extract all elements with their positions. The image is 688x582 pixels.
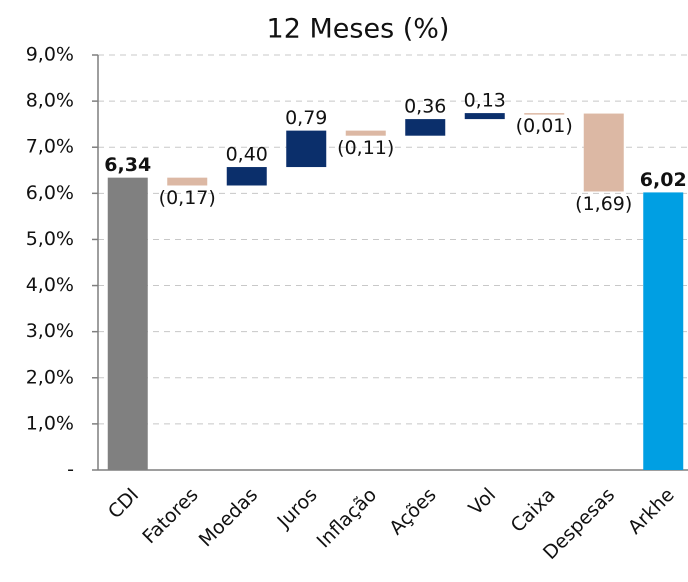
bar [107,177,148,470]
y-tick-label: 7,0% [26,136,74,158]
bar [524,113,565,115]
x-tick-label: Moedas [195,484,262,551]
chart-title: 12 Meses (%) [267,14,450,45]
x-tick-label: Fatores [138,484,202,548]
x-tick-label: Ações [385,484,440,539]
bar [286,130,327,168]
y-tick-label: 4,0% [26,274,74,296]
data-label: 0,13 [464,90,506,112]
x-tick-label: Arkhe [624,484,679,539]
data-label: 0,79 [285,107,327,129]
bar [345,130,386,136]
x-tick-label: Inflação [313,484,382,553]
y-tick-label: 9,0% [26,44,74,66]
bar [464,113,505,120]
data-label: 6,02 [640,169,687,191]
x-tick-label: CDI [104,484,143,523]
y-tick-label: - [67,459,74,481]
bar [643,192,684,470]
data-label: 0,36 [404,96,446,118]
y-tick-label: 1,0% [26,412,74,434]
y-tick-label: 2,0% [26,366,74,388]
data-label: (1,69) [575,193,632,215]
bar [405,119,446,136]
bar [226,167,267,186]
data-label: (0,17) [159,187,216,209]
data-label: 6,34 [104,154,151,176]
y-tick-label: 8,0% [26,90,74,112]
y-tick-label: 3,0% [26,320,74,342]
bar [167,177,208,186]
x-tick-label: Vol [465,484,501,520]
y-tick-label: 5,0% [26,228,74,250]
x-tick-label: Juros [272,484,321,533]
data-label: (0,11) [337,137,394,159]
y-tick-label: 6,0% [26,182,74,204]
bar [583,113,624,192]
x-tick-label: Caixa [507,484,560,537]
data-label: (0,01) [516,115,573,137]
data-label: 0,40 [226,144,268,166]
